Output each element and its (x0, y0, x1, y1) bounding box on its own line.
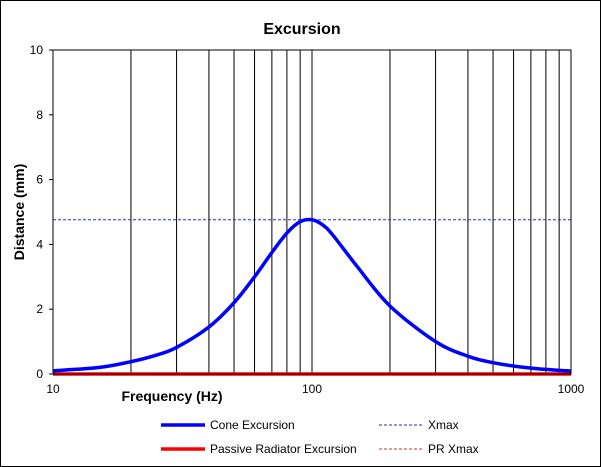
y-tick-label: 10 (30, 43, 44, 57)
legend-label: Cone Excursion (210, 418, 295, 432)
grid-lines (130, 50, 560, 374)
y-axis-label: Distance (mm) (11, 164, 27, 260)
x-tick-label: 100 (302, 382, 322, 396)
y-tick-label: 4 (36, 237, 43, 251)
x-tick-labels: 10 100 1000 (46, 382, 584, 396)
y-tick-label: 0 (36, 367, 43, 381)
x-tick-label: 1000 (558, 382, 585, 396)
y-tick-label: 6 (36, 173, 43, 187)
y-tick-labels: 0 2 4 6 8 10 (30, 43, 53, 381)
legend-label: PR Xmax (428, 442, 479, 456)
plot-border (52, 49, 572, 375)
legend-label: Xmax (428, 418, 459, 432)
x-tick-label: 10 (46, 382, 60, 396)
series-line-cone-excursion (52, 217, 572, 373)
legend: Cone Excursion Passive Radiator Excursion… (161, 418, 479, 456)
legend-label: Passive Radiator Excursion (210, 442, 357, 456)
x-axis-label: Frequency (Hz) (121, 388, 222, 404)
y-tick-label: 2 (36, 302, 43, 316)
y-tick-label: 8 (36, 108, 43, 122)
chart-title: Excursion (263, 21, 340, 38)
